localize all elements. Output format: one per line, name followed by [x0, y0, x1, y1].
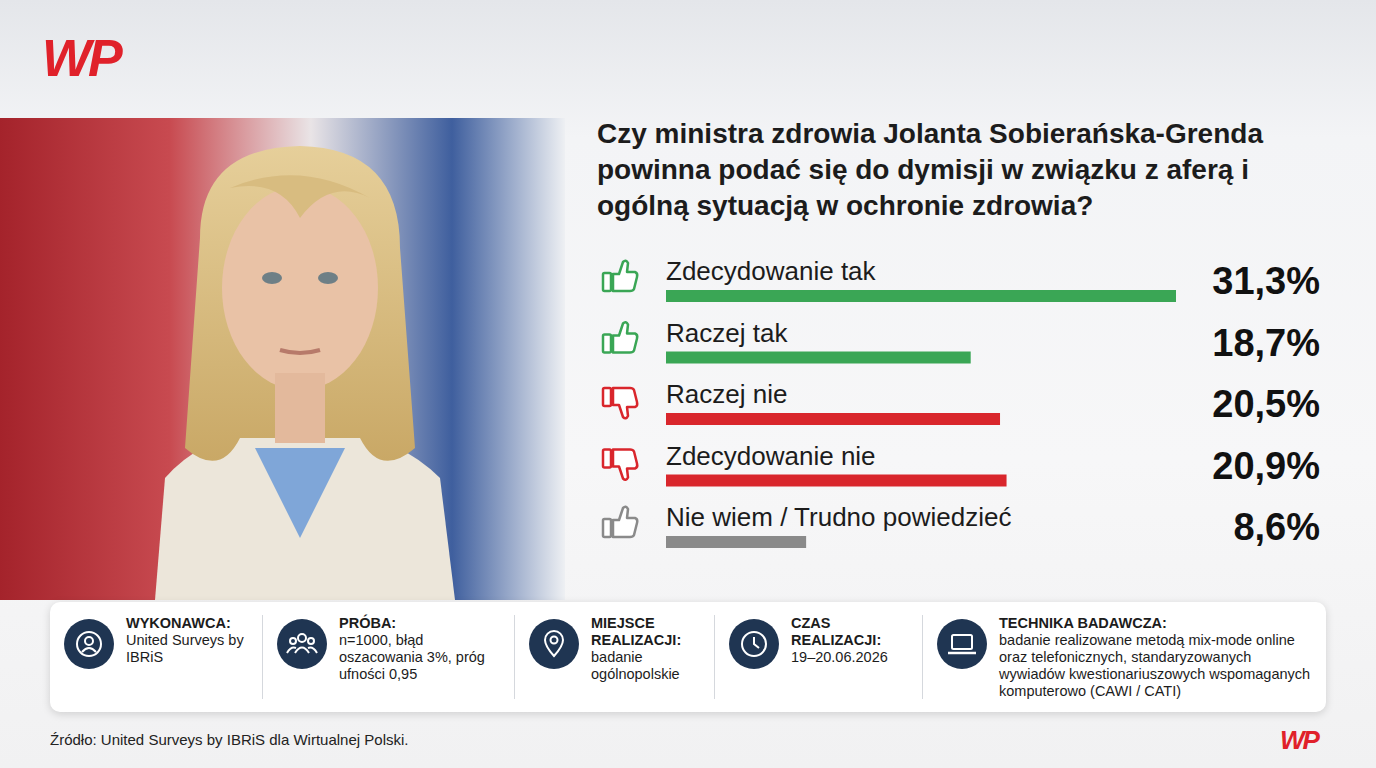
footer-label: PRÓBA:: [339, 615, 504, 632]
thumb-hand: [613, 388, 637, 418]
bar: [666, 413, 1000, 425]
thumb-hand: [613, 450, 637, 480]
bar: [666, 475, 1007, 487]
category-label: Zdecydowanie nie: [666, 441, 876, 471]
thumb-cuff: [603, 273, 611, 291]
footer-label: TECHNIKA BADAWCZA:: [999, 615, 1316, 632]
value-label: 18,7%: [1212, 322, 1320, 364]
value-label: 20,9%: [1212, 445, 1320, 487]
footer-item: TECHNIKA BADAWCZA:badanie realizowane me…: [922, 615, 1326, 699]
chart: Zdecydowanie tak 31,3% Raczej tak 18,7% Racz…: [590, 248, 1350, 568]
photo-background: [0, 118, 565, 600]
bars: [666, 290, 1176, 548]
thumb-cuff: [603, 519, 611, 537]
category-label: Nie wiem / Trudno powiedzieć: [666, 502, 1011, 532]
footer-icon: [64, 619, 114, 669]
value-label: 31,3%: [1212, 260, 1320, 302]
footer-icon: [937, 619, 987, 669]
thumb-icon: [603, 450, 637, 480]
footer-text: TECHNIKA BADAWCZA:badanie realizowane me…: [999, 615, 1316, 700]
value-label: 20,5%: [1212, 383, 1320, 425]
footer-icon: [729, 619, 779, 669]
footer-label: CZAS REALIZACJI:: [791, 615, 912, 649]
chart-title: Czy ministra zdrowia Jolanta Sobierańska…: [597, 116, 1345, 224]
footer-text: MIEJSCE REALIZACJI:badanie ogólnopolskie: [591, 615, 704, 683]
mouth: [280, 350, 320, 353]
footer-text: CZAS REALIZACJI:19–20.06.2026: [791, 615, 912, 666]
logo: WP: [42, 28, 120, 88]
thumb-icon: [603, 388, 637, 418]
logo: WP: [1280, 725, 1318, 756]
footer-value: n=1000, błąd oszacowania 3%, próg ufnośc…: [339, 632, 504, 683]
category-label: Raczej nie: [666, 379, 787, 409]
labels: Zdecydowanie tak 31,3% Raczej tak 18,7% Racz…: [603, 256, 1320, 548]
footer-text: PRÓBA:n=1000, błąd oszacowania 3%, próg …: [339, 615, 504, 683]
jacket: [155, 433, 455, 600]
bar: [666, 352, 971, 364]
eye: [262, 272, 282, 284]
thumb-hand: [613, 507, 637, 537]
category-label: Raczej tak: [666, 318, 788, 348]
shirt: [255, 448, 345, 538]
thumb-hand: [613, 261, 637, 291]
footer-item: WYKONAWCA:United Surveys by IBRiS: [50, 615, 262, 699]
neck: [275, 373, 325, 443]
thumb-icon: [603, 322, 637, 352]
footer-item: CZAS REALIZACJI:19–20.06.2026: [714, 615, 922, 699]
footer-panel: WYKONAWCA:United Surveys by IBRiS PRÓBA:n…: [50, 602, 1326, 712]
source: Źródło: United Surveys by IBRiS dla Wirt…: [50, 731, 408, 748]
photo: [0, 118, 565, 600]
bar: [666, 536, 806, 548]
thumb-icon: [603, 507, 637, 537]
footer-item: PRÓBA:n=1000, błąd oszacowania 3%, próg …: [262, 615, 514, 699]
footer-item: MIEJSCE REALIZACJI:badanie ogólnopolskie: [514, 615, 714, 699]
thumb-cuff: [603, 450, 611, 468]
thumb-cuff: [603, 388, 611, 406]
footer-icon: [529, 619, 579, 669]
footer-label: MIEJSCE REALIZACJI:: [591, 615, 704, 649]
footer-value: 19–20.06.2026: [791, 649, 912, 666]
category-label: Zdecydowanie tak: [666, 256, 877, 286]
stage: WP Czy ministra zdrowia Jolanta Sobierań…: [0, 0, 1376, 768]
thumb-hand: [613, 322, 637, 352]
thumb-cuff: [603, 335, 611, 353]
footer-text: WYKONAWCA:United Surveys by IBRiS: [126, 615, 252, 666]
hair: [185, 146, 415, 461]
hair-top: [230, 175, 370, 218]
footer-value: badanie ogólnopolskie: [591, 649, 704, 683]
footer-icon: [277, 619, 327, 669]
footer-value: United Surveys by IBRiS: [126, 632, 252, 666]
eye: [318, 272, 338, 284]
bar: [666, 290, 1176, 302]
thumb-icon: [603, 261, 637, 291]
value-label: 8,6%: [1233, 506, 1320, 548]
footer-label: WYKONAWCA:: [126, 615, 252, 632]
footer-value: badanie realizowane metodą mix-mode onli…: [999, 632, 1316, 700]
